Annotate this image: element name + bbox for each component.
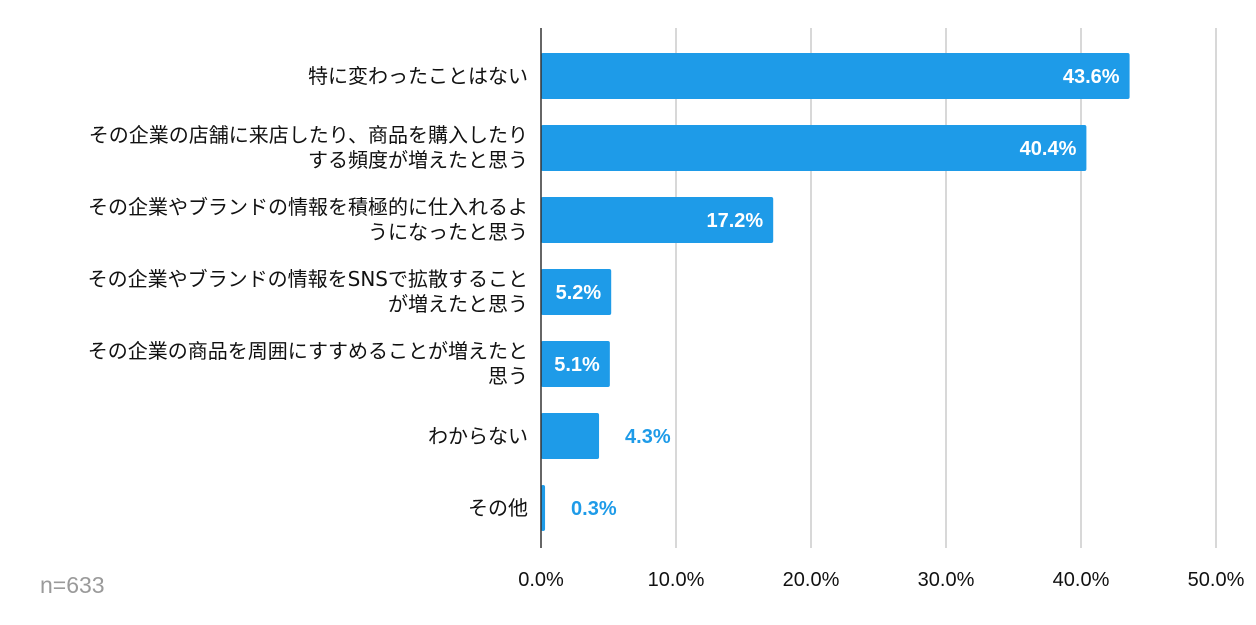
category-label: その企業の店舗に来店したり、商品を購入したり する頻度が増えたと思う [10,123,528,173]
value-labels: 43.6% 40.4% 17.2% 5.2% 5.1% 4.3% 0.3% [554,66,1120,520]
category-label: その他 [10,496,528,521]
x-tick-label: 0.0% [518,569,564,591]
category-label-line: する頻度が増えたと思う [308,148,528,172]
category-label-line: 特に変わったことはない [308,63,528,88]
data-label: 0.3% [571,498,617,520]
data-label: 5.2% [556,282,602,304]
category-label-line: が増えたと思う [388,292,528,316]
x-tick-labels: 0.0% 10.0% 20.0% 30.0% 40.0% 50.0% [518,569,1244,591]
category-label: わからない [10,424,528,449]
category-label: その企業やブランドの情報を積極的に仕入れるよ うになったと思う [10,195,528,245]
x-tick-label: 10.0% [648,569,705,591]
category-label-line: 思う [488,364,528,388]
data-label: 5.1% [554,354,600,376]
bar [541,341,610,387]
bar [541,485,546,531]
bar [541,197,774,243]
data-label: 43.6% [1063,66,1120,88]
category-label-line: うになったと思う [368,220,528,244]
category-label-line: その企業の商品を周囲にすすめることが増えたと [87,339,528,363]
x-tick-label: 50.0% [1188,569,1245,591]
category-label: その企業やブランドの情報をSNSで拡散すること が増えたと思う [10,267,528,317]
x-tick-label: 30.0% [918,569,975,591]
bar [541,125,1087,171]
bar [541,413,600,459]
x-tick-label: 20.0% [783,569,840,591]
gridlines [675,28,1217,548]
category-label-line: その企業の店舗に来店したり、商品を購入したり [88,123,528,147]
category-label-line: その企業やブランドの情報を積極的に仕入れるよ [88,195,528,219]
category-label-line: わからない [428,423,528,448]
x-tick-label: 40.0% [1053,569,1110,591]
data-label: 4.3% [625,426,671,448]
data-label: 17.2% [706,210,763,232]
sample-size-note: n=633 [40,572,105,598]
data-label: 40.4% [1020,138,1077,160]
bar [541,269,612,315]
category-label-line: その企業やブランドの情報をSNSで拡散すること [87,267,528,291]
category-label-line: その他 [468,495,528,520]
category-label: その企業の商品を周囲にすすめることが増えたと 思う [10,339,528,389]
category-label: 特に変わったことはない [10,64,528,89]
bar [541,53,1130,99]
bars [541,53,1130,531]
